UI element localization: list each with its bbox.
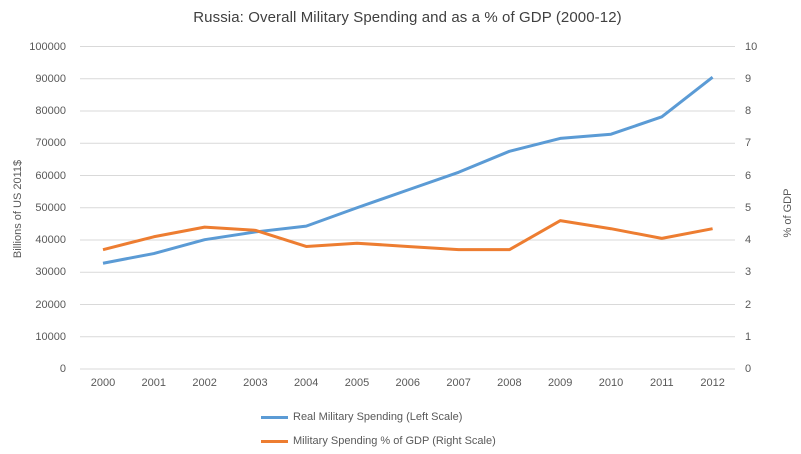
right-axis-tick-label: 0 <box>745 363 752 375</box>
left-axis-tick-label: 40000 <box>35 234 66 246</box>
series-line-real-spending <box>102 75 714 265</box>
right-axis-tick-label: 7 <box>745 137 752 150</box>
left-axis-tick-label: 20000 <box>35 298 66 311</box>
right-axis-title: % of GDP <box>782 188 794 238</box>
series-line-pct-gdp <box>102 219 713 252</box>
legend-item-real-spending: Real Military Spending (Left Scale) <box>261 410 496 424</box>
right-axis-tick-label: 2 <box>745 298 752 311</box>
right-axis-tick-label: 10 <box>745 40 758 53</box>
right-axis-tick-label: 1 <box>745 330 752 343</box>
chart-title: Russia: Overall Military Spending and as… <box>193 9 622 26</box>
x-axis-tick-label: 2010 <box>598 377 624 389</box>
left-axis-tick-label: 70000 <box>35 137 66 150</box>
left-axis-tick-label: 90000 <box>35 72 66 85</box>
x-axis-tick-label: 2004 <box>293 377 319 389</box>
left-axis-tick-label: 60000 <box>35 169 66 182</box>
left-axis-tick-label: 30000 <box>35 266 66 279</box>
right-axis-tick-label: 6 <box>745 169 752 182</box>
right-axis-tick-label: 4 <box>745 234 752 246</box>
legend-swatch-orange-line <box>261 439 288 443</box>
x-axis-tick-label: 2006 <box>395 377 421 389</box>
x-axis-tick-label: 2008 <box>497 377 522 389</box>
left-axis-tick-label: 10000 <box>35 330 66 343</box>
x-axis-tick-label: 2012 <box>700 377 725 389</box>
x-axis-tick-label: 2003 <box>243 377 268 389</box>
x-axis-tick-label: 2005 <box>344 377 370 389</box>
left-axis-tick-label: 0 <box>59 363 66 375</box>
legend-label: Real Military Spending (Left Scale) <box>293 411 463 423</box>
legend-label: Military Spending % of GDP (Right Scale) <box>293 435 496 447</box>
right-axis-tick-label: 8 <box>745 105 752 117</box>
x-axis-tick-label: 2011 <box>649 377 674 389</box>
x-axis-tick-label: 2007 <box>446 377 471 389</box>
x-axis-tick-label: 2000 <box>90 377 116 389</box>
legend-item-pct-gdp: Military Spending % of GDP (Right Scale) <box>261 434 496 448</box>
right-axis-tick-label: 5 <box>745 201 752 214</box>
right-axis-tick-label: 3 <box>745 266 752 279</box>
x-axis-tick-label: 2009 <box>547 377 573 389</box>
left-axis-tick-label: 80000 <box>35 105 66 117</box>
right-axis-tick-label: 9 <box>745 72 752 85</box>
left-axis-tick-label: 50000 <box>35 201 66 214</box>
left-axis-tick-label: 100000 <box>29 40 66 53</box>
left-axis-title: Billions of US 2011$ <box>12 159 24 259</box>
chart-legend: Real Military Spending (Left Scale) Mili… <box>261 410 496 454</box>
x-axis-tick-label: 2001 <box>141 377 167 389</box>
x-axis-tick-label: 2002 <box>192 377 217 389</box>
legend-swatch-blue-line <box>261 415 288 419</box>
